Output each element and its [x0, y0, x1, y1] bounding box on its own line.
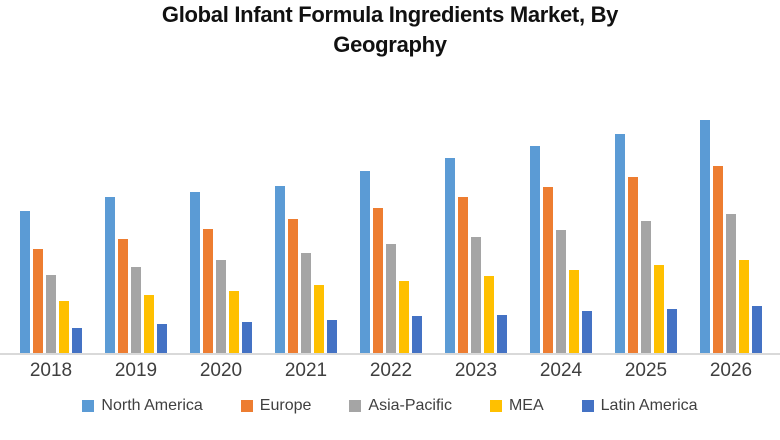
- bar-asia-pacific-2021: [301, 252, 311, 353]
- bar-latin-america-2022: [412, 316, 422, 353]
- bar-asia-pacific-2025: [641, 220, 651, 353]
- bar-latin-america-2024: [582, 311, 592, 353]
- bar-europe-2018: [33, 248, 43, 353]
- bar-mea-2024: [569, 270, 579, 353]
- bar-group-2022: [360, 105, 422, 353]
- legend-marker-icon-asia-pacific: [349, 399, 362, 412]
- legend-label-latin-america: Latin America: [600, 396, 698, 414]
- bar-latin-america-2019: [157, 323, 167, 353]
- x-tick-label-2021: 2021: [284, 359, 328, 381]
- bar-mea-2025: [654, 265, 664, 353]
- bar-mea-2026: [739, 260, 749, 353]
- bar-asia-pacific-2024: [556, 229, 566, 353]
- bar-asia-pacific-2022: [386, 243, 396, 353]
- bar-group-2024: [530, 105, 592, 353]
- chart-title: Global Infant Formula Ingredients Market…: [161, 2, 619, 58]
- x-axis-labels: 2018 2019 2020 2021 2022 2023 2024 2025 2026: [0, 360, 780, 382]
- legend-item-asia-pacific: Asia-Pacific: [349, 397, 452, 415]
- bar-mea-2023: [484, 276, 494, 353]
- bar-mea-2020: [229, 291, 239, 353]
- bar-europe-2019: [118, 238, 128, 353]
- bar-europe-2022: [373, 207, 383, 353]
- bar-north-america-2018: [20, 210, 30, 353]
- bar-latin-america-2023: [497, 315, 507, 353]
- bar-mea-2021: [314, 285, 324, 353]
- bar-mea-2018: [59, 301, 69, 353]
- bar-asia-pacific-2018: [46, 275, 56, 353]
- x-tick-label-2026: 2026: [709, 359, 753, 381]
- bar-europe-2020: [203, 228, 213, 353]
- bar-north-america-2019: [105, 196, 115, 353]
- bar-group-2019: [105, 105, 167, 353]
- legend-item-latin-america: Latin America: [581, 396, 698, 415]
- bar-asia-pacific-2019: [131, 267, 141, 353]
- bar-north-america-2022: [360, 171, 370, 353]
- plot-area: [0, 105, 780, 355]
- bar-mea-2019: [144, 295, 154, 353]
- legend-marker-icon-north-america: [82, 399, 95, 412]
- bar-europe-2021: [288, 218, 298, 353]
- legend: North America Europe Asia-Pacific MEA Latin …: [0, 397, 780, 415]
- bar-north-america-2024: [530, 146, 540, 353]
- x-tick-label-2025: 2025: [624, 359, 668, 381]
- bar-europe-2023: [458, 196, 468, 353]
- bar-group-2025: [615, 105, 677, 353]
- bar-latin-america-2021: [327, 319, 337, 353]
- legend-item-north-america: North America: [82, 396, 203, 415]
- bar-latin-america-2025: [667, 309, 677, 353]
- x-tick-label-2023: 2023: [454, 359, 498, 381]
- bar-north-america-2025: [615, 133, 625, 353]
- x-tick-label-2019: 2019: [114, 359, 158, 381]
- bar-asia-pacific-2023: [471, 236, 481, 353]
- bar-latin-america-2018: [72, 327, 82, 353]
- x-tick-label-2024: 2024: [539, 359, 583, 381]
- legend-label-asia-pacific: Asia-Pacific: [368, 396, 452, 414]
- bar-asia-pacific-2026: [726, 213, 736, 353]
- legend-label-north-america: North America: [101, 396, 203, 414]
- bar-north-america-2026: [700, 119, 710, 353]
- legend-marker-icon-latin-america: [581, 399, 594, 412]
- legend-item-europe: Europe: [240, 396, 312, 415]
- bar-group-2023: [445, 105, 507, 353]
- bar-north-america-2020: [190, 192, 200, 353]
- legend-marker-icon-europe: [240, 399, 253, 412]
- legend-label-mea: MEA: [508, 396, 544, 414]
- bar-group-2018: [20, 105, 82, 353]
- bar-north-america-2023: [445, 158, 455, 353]
- bar-asia-pacific-2020: [216, 260, 226, 353]
- bar-latin-america-2020: [242, 321, 252, 353]
- bar-north-america-2021: [275, 186, 285, 353]
- bar-europe-2026: [713, 166, 723, 353]
- bar-latin-america-2026: [752, 306, 762, 353]
- x-tick-label-2022: 2022: [369, 359, 413, 381]
- bar-group-2026: [700, 105, 762, 353]
- bar-group-2020: [190, 105, 252, 353]
- bar-europe-2024: [543, 187, 553, 353]
- x-tick-label-2018: 2018: [29, 359, 73, 381]
- bar-group-2021: [275, 105, 337, 353]
- x-tick-label-2020: 2020: [199, 359, 243, 381]
- legend-item-mea: MEA: [489, 396, 544, 415]
- legend-marker-icon-mea: [489, 399, 502, 412]
- bar-europe-2025: [628, 177, 638, 353]
- bar-mea-2022: [399, 281, 409, 353]
- legend-label-europe: Europe: [259, 396, 312, 414]
